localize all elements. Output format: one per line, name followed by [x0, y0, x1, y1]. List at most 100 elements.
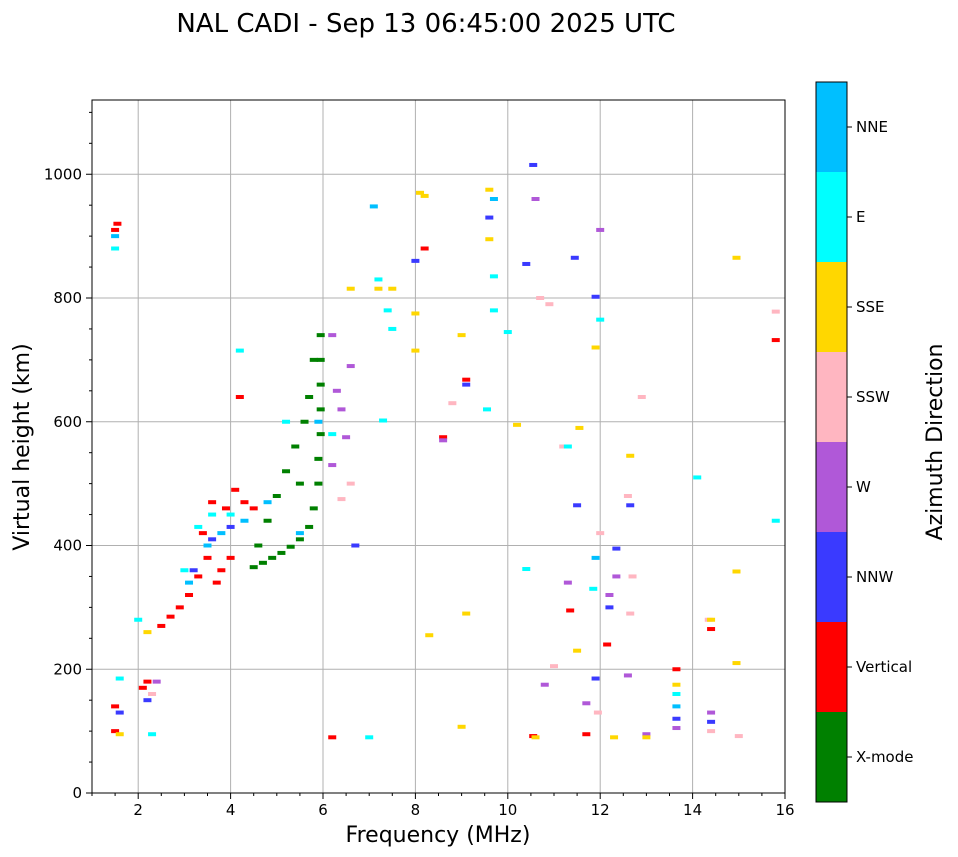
data-point	[194, 574, 203, 579]
data-point	[217, 531, 226, 536]
colorbar-segment	[816, 172, 847, 262]
data-point	[115, 710, 124, 715]
data-point	[314, 481, 323, 486]
data-point	[249, 565, 258, 570]
data-point	[231, 487, 240, 492]
data-point	[626, 453, 635, 458]
data-point	[626, 503, 635, 508]
data-point	[111, 234, 120, 239]
data-point	[111, 227, 120, 232]
data-point	[286, 544, 295, 549]
data-point	[573, 648, 582, 653]
data-point	[693, 475, 702, 480]
data-point	[300, 419, 309, 424]
data-point	[503, 330, 512, 335]
data-point	[272, 494, 281, 498]
data-point	[582, 732, 591, 737]
data-point	[707, 710, 716, 715]
data-point	[305, 395, 314, 399]
data-point	[374, 277, 383, 282]
data-point	[221, 506, 230, 511]
x-tick-label: 4	[226, 801, 236, 819]
chart-title: NAL CADI - Sep 13 06:45:00 2025 UTC	[176, 9, 675, 39]
data-point	[111, 729, 120, 734]
data-point	[189, 568, 198, 573]
data-point	[175, 605, 184, 610]
data-point	[346, 286, 355, 291]
data-point	[282, 419, 291, 424]
colorbar-tick-label: W	[856, 478, 871, 496]
data-point	[295, 481, 304, 486]
data-point	[672, 667, 681, 672]
data-point	[328, 333, 337, 338]
data-point	[771, 338, 780, 343]
data-point	[134, 617, 143, 622]
x-tick-label: 12	[591, 801, 610, 819]
data-point	[642, 732, 651, 737]
data-point	[550, 664, 558, 669]
data-point	[152, 679, 161, 684]
data-point	[212, 580, 221, 585]
data-point	[198, 531, 207, 536]
colorbar-tick-label: X-mode	[856, 748, 913, 766]
data-point	[591, 676, 600, 681]
data-point	[420, 246, 429, 251]
data-point	[536, 296, 545, 300]
data-point	[388, 326, 397, 331]
series-sse	[115, 187, 741, 740]
data-point	[249, 506, 258, 511]
data-point	[305, 524, 314, 529]
data-point	[596, 531, 605, 536]
colorbar-tick-label: NNE	[856, 118, 888, 136]
y-tick-label: 800	[53, 289, 82, 307]
data-point	[596, 317, 605, 322]
data-point	[203, 543, 212, 548]
data-point	[591, 555, 600, 560]
x-tick-label: 14	[683, 801, 702, 819]
data-point	[637, 395, 646, 399]
data-point	[489, 197, 498, 201]
data-point	[642, 735, 651, 740]
data-point	[157, 623, 166, 628]
data-point	[235, 395, 244, 399]
data-point	[610, 735, 619, 740]
y-axis-label: Virtual height (km)	[10, 343, 35, 550]
data-point	[462, 611, 471, 616]
data-point	[425, 633, 434, 638]
data-point	[485, 187, 494, 192]
data-point	[489, 308, 498, 313]
data-point	[309, 506, 318, 511]
data-point	[448, 401, 457, 406]
data-point	[529, 162, 538, 167]
colorbar-segment	[816, 262, 847, 352]
data-point	[194, 524, 203, 529]
data-point	[217, 568, 226, 573]
data-point	[208, 537, 217, 542]
y-tick-label: 600	[53, 413, 82, 431]
data-point	[240, 518, 249, 523]
data-point	[113, 221, 122, 226]
data-point	[254, 543, 263, 548]
data-point	[295, 531, 304, 536]
data-point	[707, 729, 716, 734]
data-point	[240, 500, 249, 505]
data-point	[346, 364, 355, 369]
data-point	[411, 258, 420, 263]
data-point	[316, 432, 325, 437]
data-point	[605, 605, 614, 610]
data-point	[485, 237, 494, 242]
data-point	[346, 481, 355, 486]
data-point	[732, 255, 741, 260]
data-point	[263, 518, 272, 523]
data-point	[332, 388, 341, 393]
data-point	[115, 676, 124, 681]
colorbar-segment	[816, 442, 847, 532]
data-point	[672, 726, 681, 731]
y-tick-label: 400	[53, 537, 82, 555]
data-point	[379, 418, 388, 423]
data-point	[462, 377, 471, 382]
data-point	[612, 574, 621, 579]
data-point	[531, 197, 540, 201]
x-tick-label: 6	[318, 801, 328, 819]
data-point	[573, 503, 582, 508]
